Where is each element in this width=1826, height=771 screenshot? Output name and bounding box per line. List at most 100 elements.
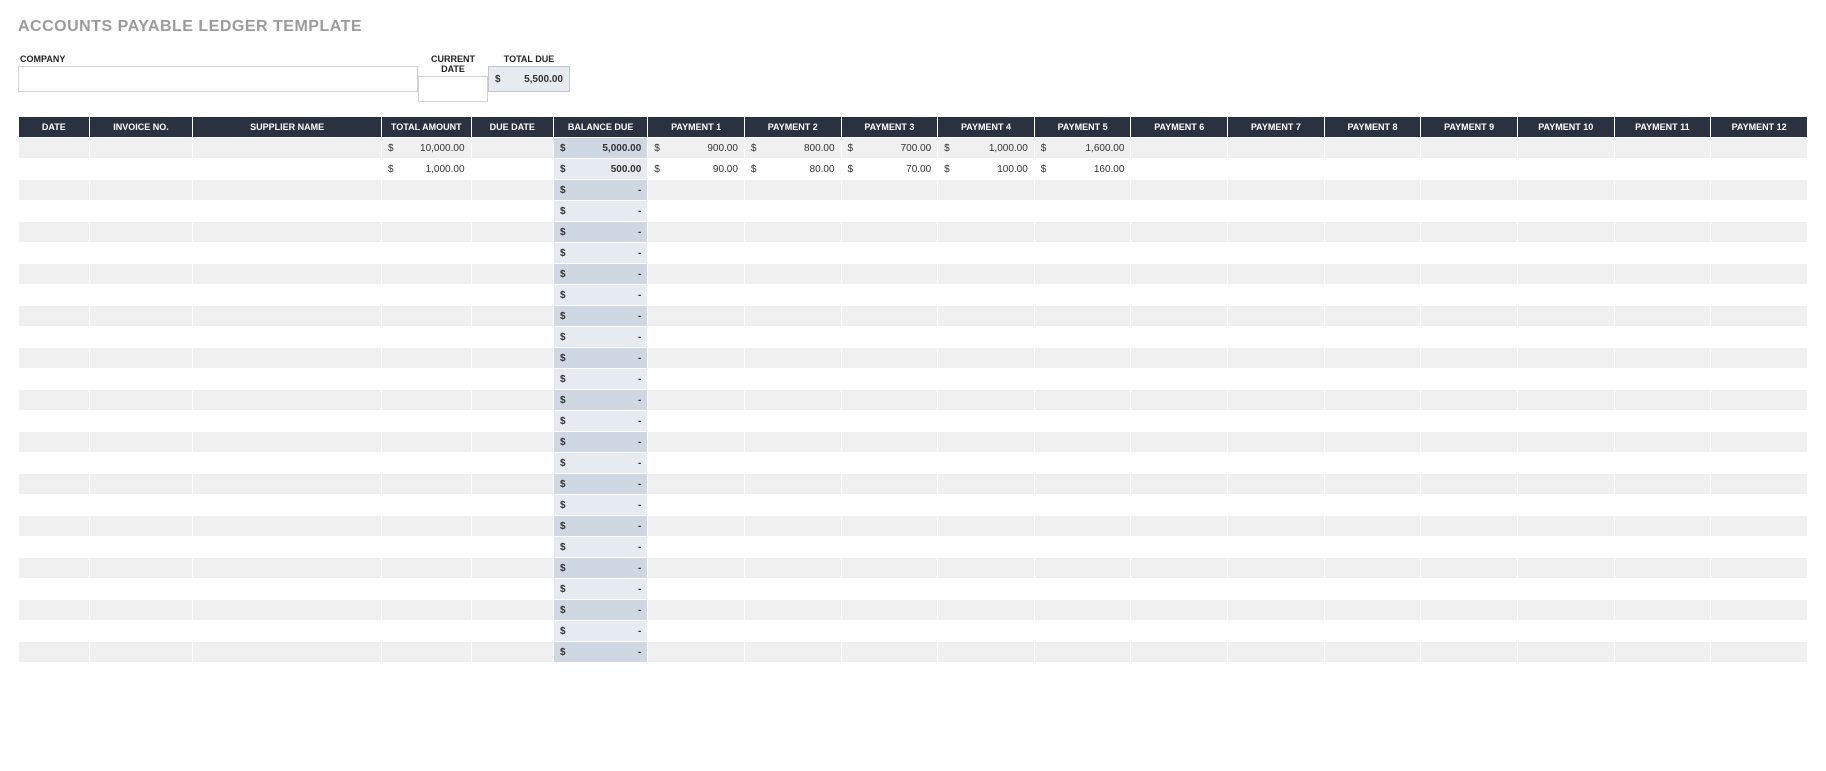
cell-payment-3[interactable]	[841, 369, 938, 390]
cell-payment-1[interactable]	[648, 180, 745, 201]
cell-payment-3[interactable]	[841, 558, 938, 579]
cell-payment-2[interactable]	[744, 516, 841, 537]
cell-payment-4[interactable]	[938, 390, 1035, 411]
cell-balance-due[interactable]: $-	[554, 516, 648, 537]
cell-payment-9[interactable]	[1421, 264, 1518, 285]
cell-due-date[interactable]	[471, 369, 553, 390]
cell-payment-2[interactable]	[744, 369, 841, 390]
cell-payment-11[interactable]	[1614, 411, 1711, 432]
cell-balance-due[interactable]: $-	[554, 579, 648, 600]
cell-payment-1[interactable]	[648, 243, 745, 264]
cell-payment-8[interactable]	[1324, 474, 1421, 495]
cell-payment-1[interactable]	[648, 642, 745, 663]
cell-supplier[interactable]	[193, 642, 382, 663]
cell-payment-1[interactable]	[648, 474, 745, 495]
cell-due-date[interactable]	[471, 621, 553, 642]
cell-invoice[interactable]	[89, 390, 193, 411]
cell-payment-11[interactable]	[1614, 621, 1711, 642]
cell-payment-10[interactable]	[1517, 180, 1614, 201]
cell-payment-2[interactable]	[744, 600, 841, 621]
cell-payment-8[interactable]	[1324, 201, 1421, 222]
cell-balance-due[interactable]: $-	[554, 642, 648, 663]
cell-payment-1[interactable]	[648, 306, 745, 327]
cell-payment-7[interactable]	[1228, 495, 1325, 516]
cell-total-amount[interactable]	[381, 474, 471, 495]
cell-payment-6[interactable]	[1131, 516, 1228, 537]
cell-payment-3[interactable]	[841, 348, 938, 369]
cell-supplier[interactable]	[193, 243, 382, 264]
cell-payment-2[interactable]	[744, 285, 841, 306]
cell-due-date[interactable]	[471, 222, 553, 243]
cell-payment-2[interactable]	[744, 327, 841, 348]
cell-payment-5[interactable]	[1034, 474, 1131, 495]
cell-payment-5[interactable]	[1034, 495, 1131, 516]
cell-payment-1[interactable]	[648, 222, 745, 243]
cell-invoice[interactable]	[89, 306, 193, 327]
cell-payment-12[interactable]	[1711, 579, 1808, 600]
cell-balance-due[interactable]: $-	[554, 558, 648, 579]
cell-payment-5[interactable]: $1,600.00	[1034, 138, 1131, 159]
cell-balance-due[interactable]: $-	[554, 390, 648, 411]
cell-payment-4[interactable]	[938, 243, 1035, 264]
cell-invoice[interactable]	[89, 369, 193, 390]
cell-payment-3[interactable]	[841, 264, 938, 285]
cell-payment-2[interactable]: $80.00	[744, 159, 841, 180]
cell-payment-11[interactable]	[1614, 201, 1711, 222]
cell-payment-6[interactable]	[1131, 453, 1228, 474]
cell-supplier[interactable]	[193, 432, 382, 453]
cell-supplier[interactable]	[193, 537, 382, 558]
cell-supplier[interactable]	[193, 327, 382, 348]
cell-payment-11[interactable]	[1614, 138, 1711, 159]
cell-payment-8[interactable]	[1324, 159, 1421, 180]
cell-payment-4[interactable]	[938, 495, 1035, 516]
cell-total-amount[interactable]	[381, 222, 471, 243]
cell-payment-7[interactable]	[1228, 474, 1325, 495]
cell-payment-12[interactable]	[1711, 306, 1808, 327]
cell-payment-7[interactable]	[1228, 201, 1325, 222]
cell-payment-3[interactable]	[841, 516, 938, 537]
cell-payment-2[interactable]	[744, 579, 841, 600]
cell-date[interactable]	[19, 243, 90, 264]
cell-payment-4[interactable]	[938, 201, 1035, 222]
cell-supplier[interactable]	[193, 495, 382, 516]
cell-payment-6[interactable]	[1131, 432, 1228, 453]
cell-payment-12[interactable]	[1711, 537, 1808, 558]
cell-payment-8[interactable]	[1324, 621, 1421, 642]
cell-payment-3[interactable]	[841, 453, 938, 474]
cell-payment-2[interactable]	[744, 642, 841, 663]
cell-payment-8[interactable]	[1324, 537, 1421, 558]
cell-date[interactable]	[19, 495, 90, 516]
cell-date[interactable]	[19, 432, 90, 453]
cell-payment-7[interactable]	[1228, 180, 1325, 201]
cell-invoice[interactable]	[89, 495, 193, 516]
cell-payment-4[interactable]	[938, 558, 1035, 579]
cell-balance-due[interactable]: $-	[554, 348, 648, 369]
cell-payment-9[interactable]	[1421, 243, 1518, 264]
cell-payment-12[interactable]	[1711, 180, 1808, 201]
cell-payment-5[interactable]	[1034, 264, 1131, 285]
cell-payment-9[interactable]	[1421, 411, 1518, 432]
cell-date[interactable]	[19, 201, 90, 222]
cell-date[interactable]	[19, 516, 90, 537]
cell-payment-12[interactable]	[1711, 642, 1808, 663]
cell-payment-4[interactable]	[938, 327, 1035, 348]
cell-payment-8[interactable]	[1324, 411, 1421, 432]
cell-payment-4[interactable]	[938, 600, 1035, 621]
cell-payment-12[interactable]	[1711, 495, 1808, 516]
cell-payment-4[interactable]	[938, 264, 1035, 285]
cell-balance-due[interactable]: $-	[554, 327, 648, 348]
cell-payment-7[interactable]	[1228, 348, 1325, 369]
cell-payment-12[interactable]	[1711, 201, 1808, 222]
cell-supplier[interactable]	[193, 201, 382, 222]
cell-payment-11[interactable]	[1614, 159, 1711, 180]
cell-payment-9[interactable]	[1421, 285, 1518, 306]
cell-payment-4[interactable]	[938, 621, 1035, 642]
cell-total-amount[interactable]	[381, 537, 471, 558]
cell-payment-6[interactable]	[1131, 159, 1228, 180]
cell-payment-7[interactable]	[1228, 621, 1325, 642]
cell-payment-6[interactable]	[1131, 369, 1228, 390]
cell-due-date[interactable]	[471, 642, 553, 663]
cell-payment-4[interactable]	[938, 537, 1035, 558]
cell-payment-9[interactable]	[1421, 621, 1518, 642]
cell-invoice[interactable]	[89, 432, 193, 453]
